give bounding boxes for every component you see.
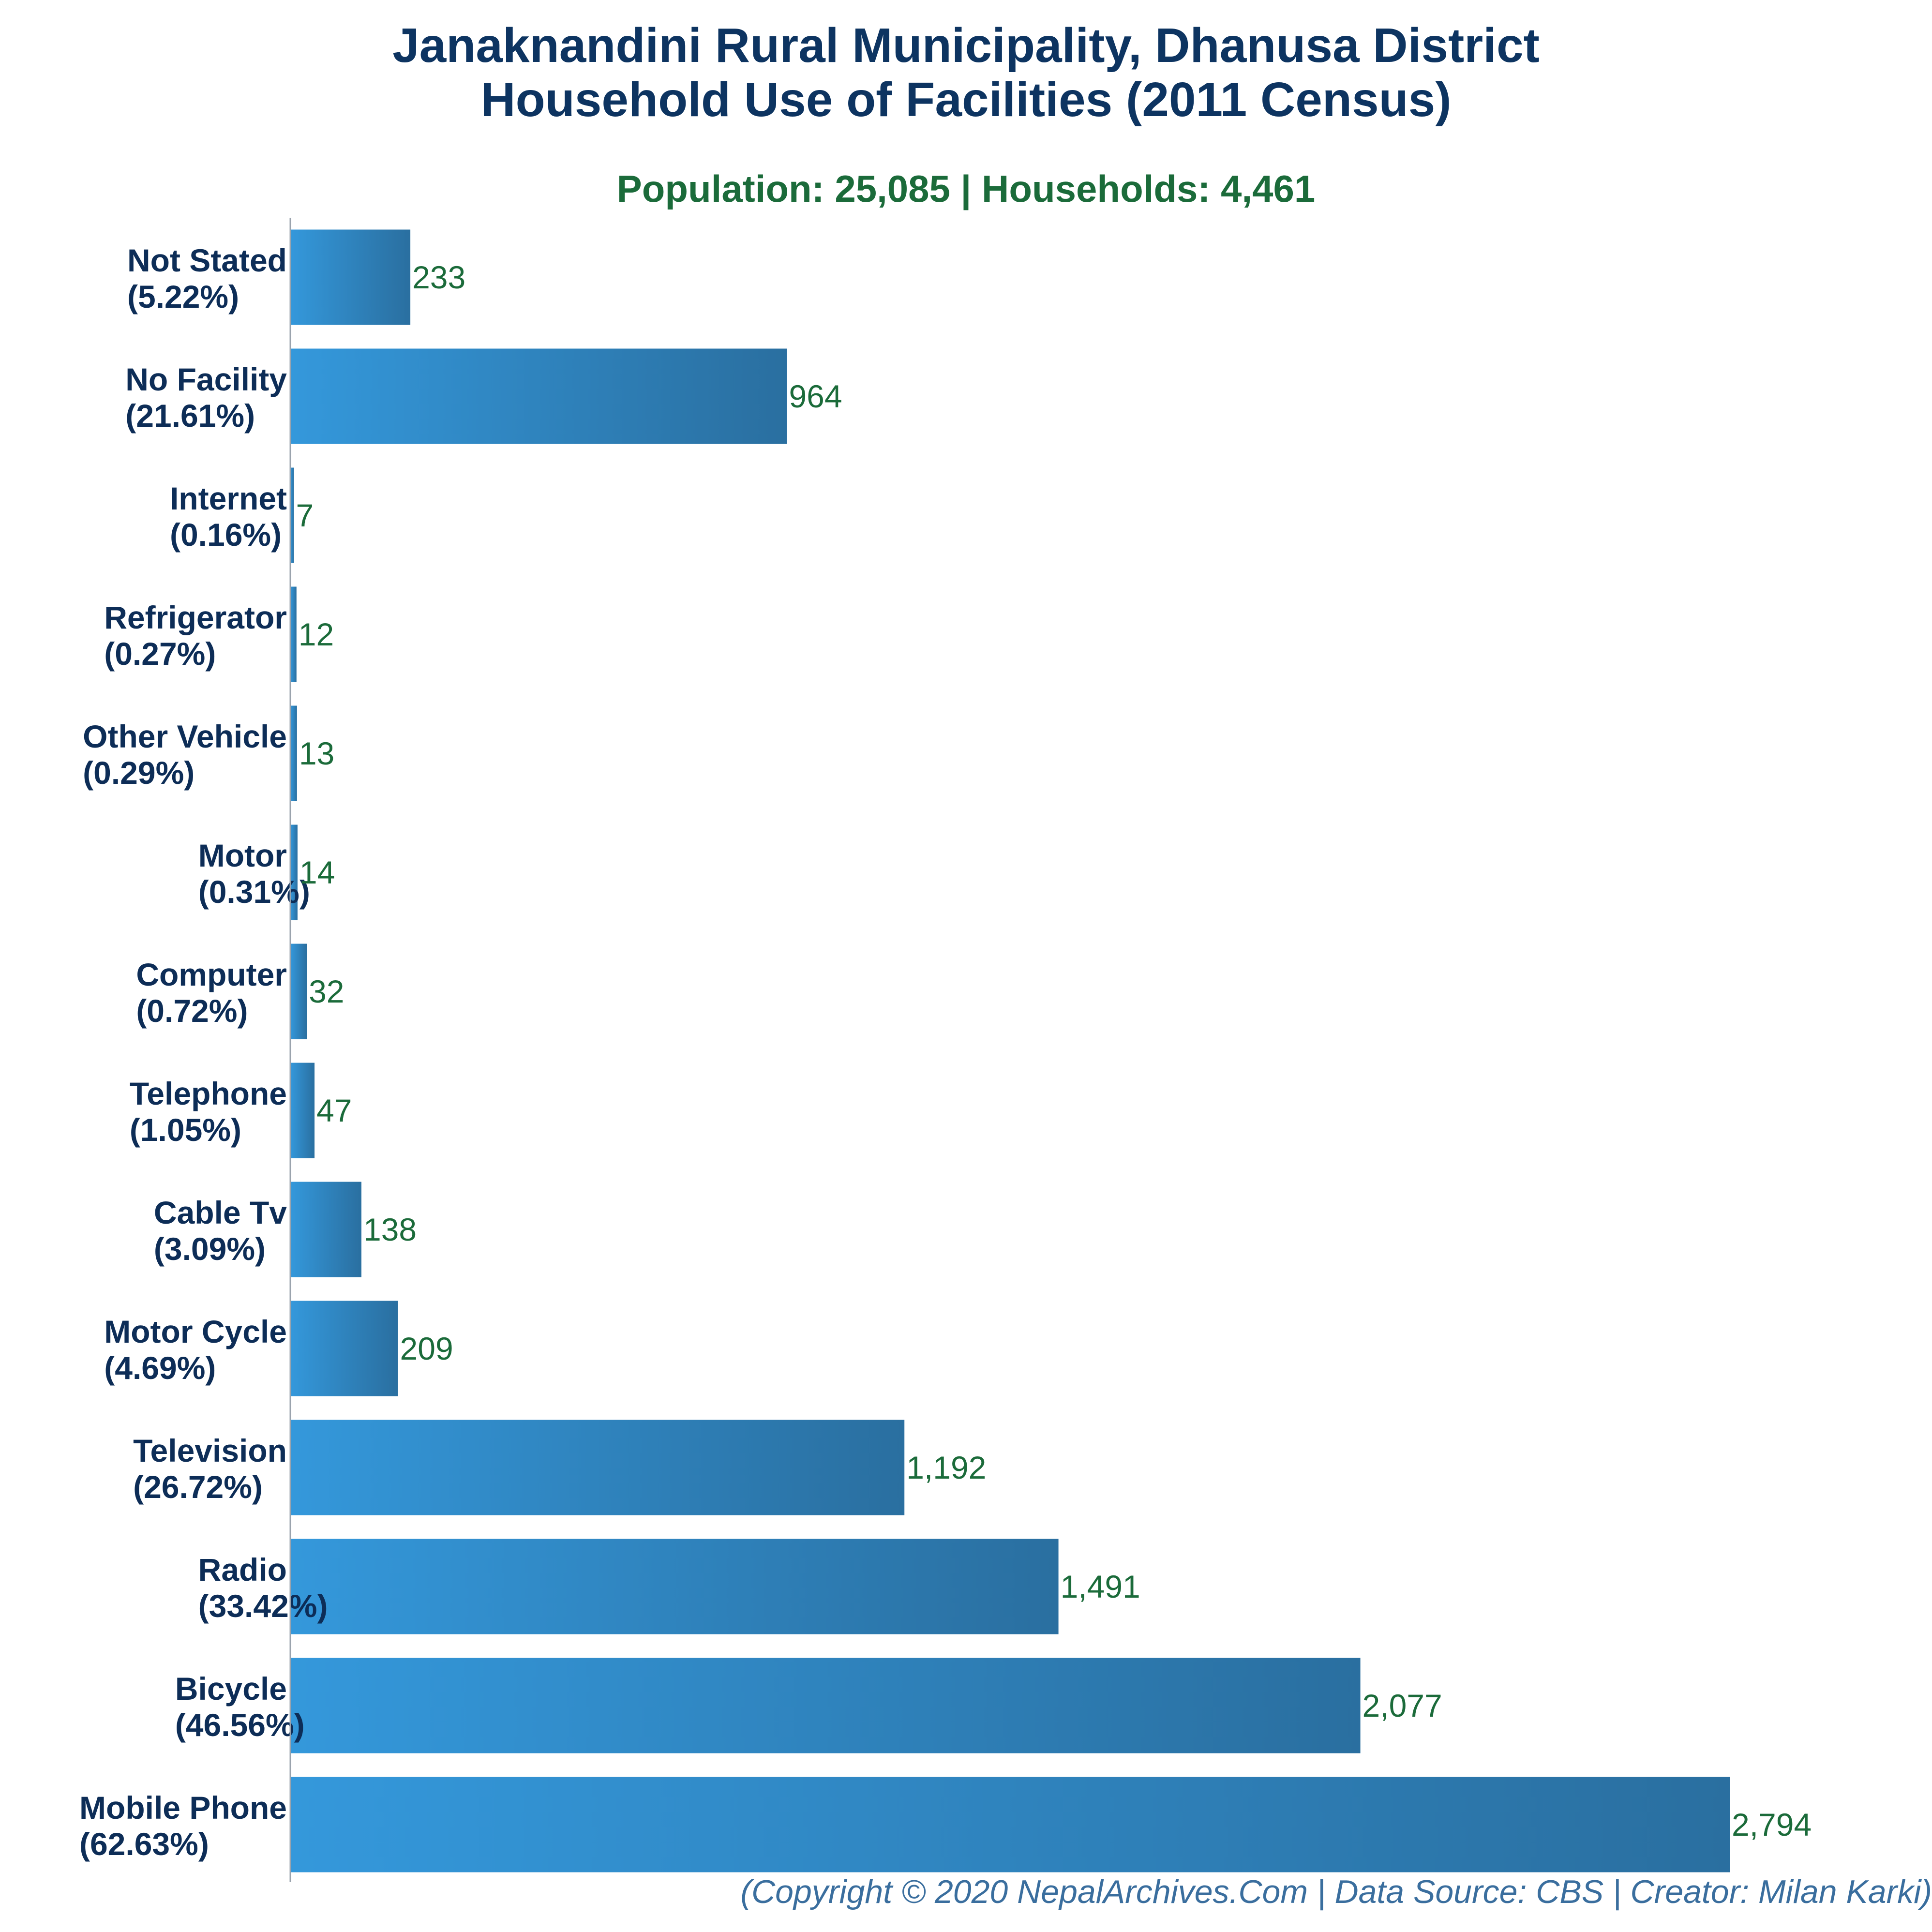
bar-row: Mobile Phone(62.63%) 2,794	[79, 1777, 1812, 1872]
category-name: Not Stated	[127, 242, 287, 278]
value-label: 1,192	[906, 1450, 986, 1485]
bar	[290, 467, 294, 563]
category-label: Motor	[198, 838, 287, 873]
category-percent: (0.29%)	[83, 755, 195, 791]
category-name: Refrigerator	[104, 599, 287, 635]
bar	[290, 1301, 398, 1396]
bar	[290, 705, 297, 801]
chart-title-line-2: Household Use of Facilities (2011 Census…	[480, 73, 1452, 127]
category-percent: (33.42%)	[198, 1588, 328, 1624]
value-label: 964	[789, 378, 842, 414]
bar-row: Radio(33.42%) 1,491	[198, 1539, 1140, 1634]
chart-subtitle: Population: 25,085 | Households: 4,461	[616, 167, 1316, 210]
copyright-footer: (Copyright © 2020 NepalArchives.Com | Da…	[740, 1873, 1932, 1910]
bar	[290, 1063, 315, 1158]
value-label: 14	[300, 854, 335, 890]
category-percent: (5.22%)	[127, 279, 239, 315]
category-name: Motor Cycle	[104, 1314, 287, 1349]
bar	[290, 586, 297, 682]
value-label: 2,794	[1732, 1807, 1812, 1842]
bar-row: Not Stated(5.22%) 233	[127, 229, 465, 325]
category-label: Other Vehicle	[83, 719, 287, 754]
bar	[290, 348, 787, 444]
category-percent: (1.05%)	[130, 1112, 241, 1148]
category-percent: (0.31%)	[198, 874, 310, 910]
value-label: 209	[400, 1331, 453, 1366]
bar	[290, 1539, 1059, 1634]
category-label: Computer	[136, 957, 287, 992]
bar	[290, 944, 307, 1039]
category-name: Internet	[170, 480, 287, 516]
category-name: Television	[133, 1433, 287, 1468]
category-label: Radio	[198, 1552, 287, 1588]
category-label: Refrigerator	[104, 599, 287, 635]
bar-row: Other Vehicle(0.29%) 13	[83, 705, 334, 801]
bar	[290, 1182, 361, 1277]
category-name: Other Vehicle	[83, 719, 287, 754]
value-label: 138	[363, 1212, 417, 1247]
category-name: Motor	[198, 838, 287, 873]
category-label: Bicycle	[175, 1671, 287, 1707]
value-label: 32	[309, 973, 344, 1009]
category-percent: (4.69%)	[104, 1350, 216, 1386]
category-label: No Facility	[125, 361, 287, 397]
value-label: 47	[316, 1093, 352, 1128]
category-label: Television	[133, 1433, 287, 1468]
bar	[290, 1420, 905, 1515]
bar	[290, 1777, 1730, 1872]
bar-row: Telephone(1.05%) 47	[130, 1063, 352, 1158]
category-name: Radio	[198, 1552, 287, 1588]
bar-row: Motor Cycle(4.69%) 209	[104, 1301, 453, 1396]
bar-row: Refrigerator(0.27%) 12	[104, 586, 334, 682]
value-label: 13	[299, 735, 334, 771]
bar-row: Television(26.72%) 1,192	[133, 1420, 986, 1515]
bar-row: Bicycle(46.56%) 2,077	[175, 1658, 1442, 1753]
value-label: 7	[296, 497, 314, 533]
category-percent: (62.63%)	[79, 1826, 209, 1862]
category-percent: (0.16%)	[170, 517, 282, 553]
bar-row: No Facility(21.61%) 964	[125, 348, 842, 444]
bars-group: Not Stated(5.22%) 233 No Facility(21.61%) 9…	[79, 229, 1812, 1872]
category-label: Mobile Phone	[79, 1790, 287, 1826]
bar	[290, 229, 411, 325]
chart-title-line-1: Janaknandini Rural Municipality, Dhanusa…	[392, 18, 1540, 73]
category-percent: (3.09%)	[154, 1231, 266, 1267]
bar-row: Internet(0.16%) 7	[170, 467, 314, 563]
bar	[290, 824, 298, 920]
value-label: 233	[412, 259, 465, 295]
category-name: Cable Tv	[154, 1195, 287, 1230]
category-percent: (0.72%)	[136, 993, 248, 1029]
value-label: 12	[299, 616, 334, 652]
value-label: 2,077	[1363, 1688, 1442, 1723]
chart-title: Janaknandini Rural Municipality, Dhanusa…	[0, 18, 1932, 127]
category-percent: (0.27%)	[104, 636, 216, 672]
category-percent: (46.56%)	[175, 1707, 305, 1743]
category-name: Computer	[136, 957, 287, 992]
category-label: Motor Cycle	[104, 1314, 287, 1349]
bar-row: Computer(0.72%) 32	[136, 944, 344, 1039]
category-name: Bicycle	[175, 1671, 287, 1707]
category-label: Internet	[170, 480, 287, 516]
category-name: No Facility	[125, 361, 287, 397]
category-label: Telephone	[130, 1076, 287, 1111]
category-percent: (26.72%)	[133, 1469, 263, 1505]
value-label: 1,491	[1061, 1569, 1140, 1604]
category-label: Cable Tv	[154, 1195, 287, 1230]
bar	[290, 1658, 1361, 1753]
bar-row: Cable Tv(3.09%) 138	[154, 1182, 417, 1277]
bar-row: Motor(0.31%)14	[198, 824, 335, 920]
category-name: Telephone	[130, 1076, 287, 1111]
category-name: Mobile Phone	[79, 1790, 287, 1826]
category-label: Not Stated	[127, 242, 287, 278]
category-percent: (21.61%)	[125, 398, 255, 434]
